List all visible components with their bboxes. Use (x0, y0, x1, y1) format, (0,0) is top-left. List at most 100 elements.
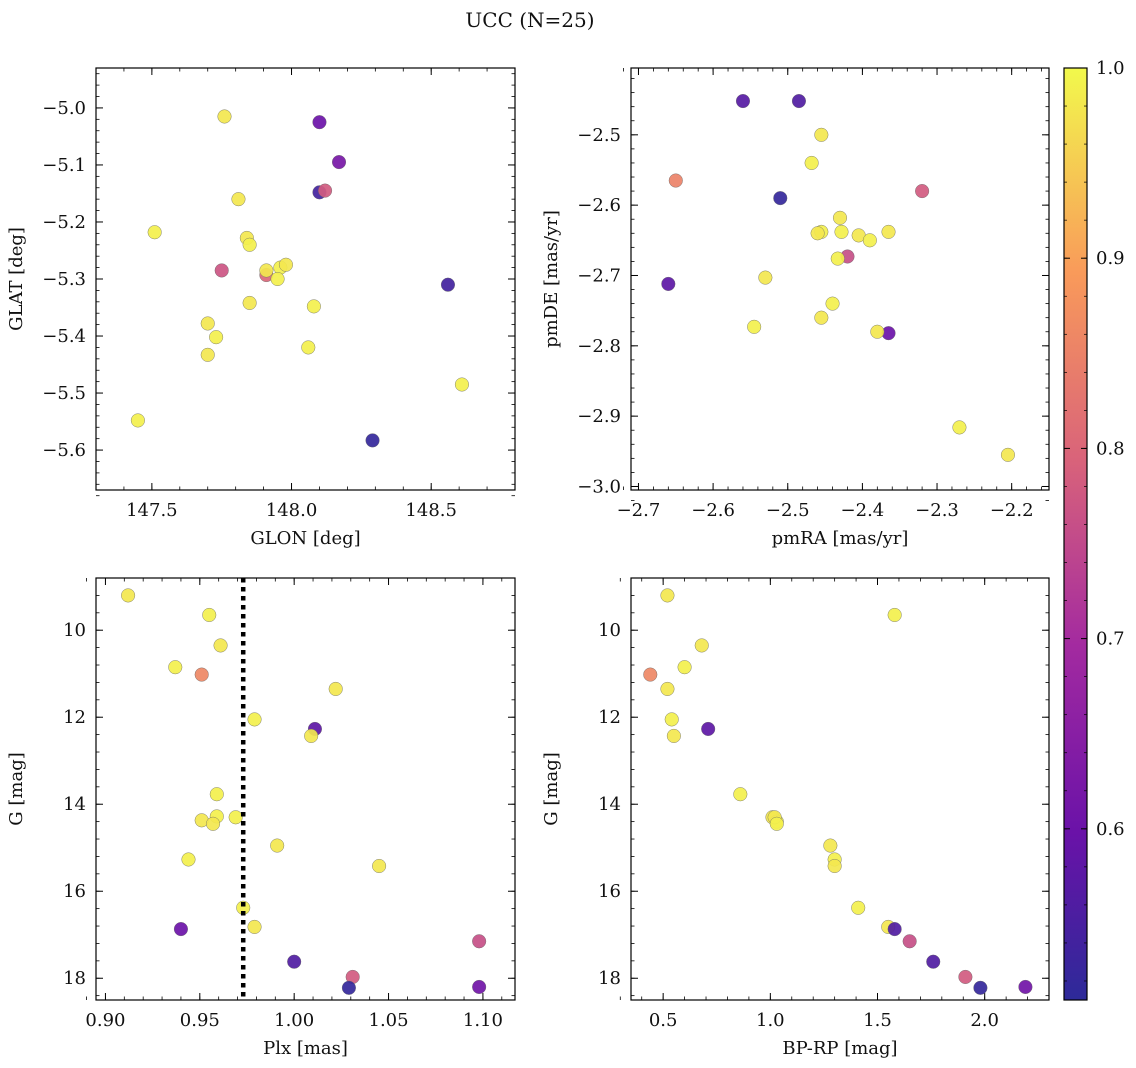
y-tick-label: −5.4 (42, 326, 86, 347)
data-point (278, 257, 293, 272)
data-point (814, 127, 829, 142)
data-point (306, 299, 321, 314)
data-point (202, 607, 217, 622)
x-tick-label: 1.00 (274, 1010, 314, 1031)
data-point (181, 852, 196, 867)
data-point (312, 115, 327, 130)
data-point (472, 979, 487, 994)
data-point (332, 155, 347, 170)
data-point (247, 712, 262, 727)
x-tick-label: 0.5 (649, 1010, 678, 1031)
x-tick-label: 148.0 (266, 500, 318, 521)
data-point (810, 226, 825, 241)
y-tick-label: −5.3 (42, 269, 86, 290)
data-point (247, 919, 262, 934)
y-tick-label: −3.0 (577, 476, 621, 497)
data-point (147, 225, 162, 240)
y-tick-label: −5.0 (42, 98, 86, 119)
data-point (270, 272, 285, 287)
data-point (851, 900, 866, 915)
data-point (887, 607, 902, 622)
data-point (365, 433, 380, 448)
colorbar: 0.6 0.7 0.8 0.9 1.0 (1063, 58, 1125, 1001)
y-tick-label: 16 (63, 881, 86, 902)
y-tick-label: 12 (598, 707, 621, 728)
data-point (200, 347, 215, 362)
y-tick-label: −2.7 (577, 265, 621, 286)
panel-color-magnitude: 0.5 1.0 1.5 2.0 10 12 14 16 18 BP-RP [mag] G [mag] (541, 577, 1050, 1059)
plot-frame (95, 67, 516, 491)
data-point (130, 413, 145, 428)
y-tick-label: 18 (63, 968, 86, 989)
data-point (973, 980, 988, 995)
y-tick-label: −5.1 (42, 155, 86, 176)
data-point (664, 712, 679, 727)
data-point (870, 324, 885, 339)
data-point (328, 681, 343, 696)
data-point (217, 109, 232, 124)
figure-title: UCC (N=25) (465, 8, 594, 32)
data-point (733, 787, 748, 802)
x-tick-label: 1.05 (369, 1010, 409, 1031)
data-point (887, 922, 902, 937)
y-tick-label: −5.6 (42, 440, 86, 461)
x-tick-label: −2.4 (841, 500, 885, 521)
data-point (814, 310, 829, 325)
data-point (660, 588, 675, 603)
y-tick-label: −2.6 (577, 195, 621, 216)
x-tick-label: 147.5 (126, 500, 178, 521)
y-axis-label: G [mag] (6, 752, 27, 825)
x-tick-label: −2.5 (766, 500, 810, 521)
data-point (827, 859, 842, 874)
colorbar-tick-label: 0.9 (1096, 248, 1125, 269)
y-tick-label: −2.5 (577, 125, 621, 146)
y-tick-label: −5.2 (42, 212, 86, 233)
panel-proper-motion: −2.7 −2.6 −2.5 −2.4 −2.3 −2.2 −3.0 −2.9 −2.8 −2.7… (541, 67, 1050, 549)
colorbar-tick-label: 1.0 (1096, 58, 1125, 79)
y-axis-label: pmDE [mas/yr] (541, 210, 562, 348)
y-tick-label: 18 (598, 968, 621, 989)
x-tick-label: 1.0 (756, 1010, 785, 1031)
panel-parallax-magnitude: 0.90 0.95 1.00 1.05 1.10 10 12 14 16 18 Plx [mas] G… (6, 577, 516, 1059)
x-tick-label: 0.90 (85, 1010, 125, 1031)
data-point (341, 980, 356, 995)
data-point (213, 638, 228, 653)
data-point (833, 210, 848, 225)
y-tick-label: −5.5 (42, 383, 86, 404)
data-point (301, 340, 316, 355)
x-tick-label: 148.5 (405, 500, 457, 521)
x-tick-label: −2.7 (617, 500, 661, 521)
y-tick-label: 10 (63, 620, 86, 641)
data-point (214, 263, 229, 278)
data-point (915, 184, 930, 199)
data-point (372, 859, 387, 874)
data-point (952, 420, 967, 435)
data-point (304, 728, 319, 743)
plot-frame (630, 67, 1050, 491)
x-tick-label: −2.3 (915, 500, 959, 521)
data-point (228, 810, 243, 825)
plot-frame (95, 577, 516, 1001)
x-tick-label: −2.2 (990, 500, 1034, 521)
data-point (1018, 979, 1033, 994)
y-tick-label: 10 (598, 620, 621, 641)
data-point (694, 638, 709, 653)
data-point (206, 816, 221, 831)
data-point (677, 660, 692, 675)
data-point (773, 191, 788, 206)
data-point (454, 377, 469, 392)
data-point (209, 330, 224, 345)
data-point (758, 270, 773, 285)
data-point (440, 277, 455, 292)
y-axis-label: G [mag] (541, 752, 562, 825)
data-point (287, 954, 302, 969)
data-point (668, 173, 683, 188)
data-point (168, 660, 183, 675)
data-point (270, 838, 285, 853)
panel-spatial: 147.5 148.0 148.5 −5.6 −5.5 −5.4 −5.3 −5.2 −5.1 −… (6, 67, 516, 549)
data-point (823, 838, 838, 853)
x-axis-label: BP-RP [mag] (782, 1038, 897, 1059)
data-point (259, 263, 274, 278)
data-point (472, 934, 487, 949)
x-tick-label: 0.95 (180, 1010, 220, 1031)
